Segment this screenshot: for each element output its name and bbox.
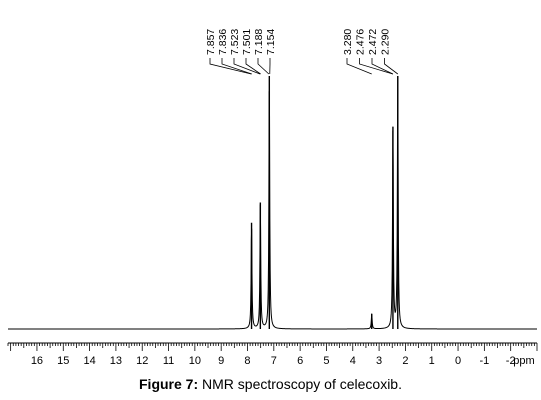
x-tick-label: -2 xyxy=(506,355,516,367)
x-tick-label: -1 xyxy=(479,355,489,367)
x-tick-label: 7 xyxy=(271,355,277,367)
caption-text: NMR spectroscopy of celecoxib. xyxy=(198,376,402,392)
x-tick-label: 14 xyxy=(83,355,95,367)
peak-label-connector xyxy=(384,58,399,75)
peak-label-connector xyxy=(346,58,372,75)
peak-label: 2.290 xyxy=(380,29,392,55)
x-tick-label: 13 xyxy=(110,355,122,367)
peak-label-connector xyxy=(371,58,394,75)
peak-label: 7.857 xyxy=(205,29,217,55)
x-tick-label: 12 xyxy=(136,355,148,367)
spectrum-line xyxy=(8,75,537,330)
x-tick-label: 2 xyxy=(402,355,408,367)
peak-label: 7.836 xyxy=(217,29,229,55)
x-tick-label: 5 xyxy=(323,355,329,367)
peak-label-connector xyxy=(359,58,393,75)
peak-label: 7.501 xyxy=(241,29,253,55)
figure-caption: Figure 7: NMR spectroscopy of celecoxib. xyxy=(0,376,541,392)
peak-label-connector xyxy=(209,58,252,75)
x-tick-label: 16 xyxy=(31,355,43,367)
peak-label-connector xyxy=(221,58,252,75)
x-tick-label: 1 xyxy=(429,355,435,367)
peak-label: 2.476 xyxy=(355,29,367,55)
spectrum-layer xyxy=(8,75,537,330)
x-tick-label: 0 xyxy=(455,355,461,367)
peak-label-connector xyxy=(245,58,261,75)
peak-label: 7.523 xyxy=(229,29,241,55)
peak-label: 3.280 xyxy=(342,29,354,55)
x-tick-label: 10 xyxy=(189,355,201,367)
peak-label-connector xyxy=(233,58,261,75)
x-tick-label: 4 xyxy=(350,355,356,367)
caption-label: Figure 7: xyxy=(139,376,199,392)
peak-label: 7.188 xyxy=(253,29,265,55)
x-tick-label: 6 xyxy=(297,355,303,367)
peak-label: 7.154 xyxy=(265,29,277,55)
x-axis-label: ppm xyxy=(513,355,534,367)
peak-label: 2.472 xyxy=(367,29,379,55)
x-tick-label: 8 xyxy=(244,355,250,367)
x-tick-label: 15 xyxy=(57,355,69,367)
x-tick-label: 11 xyxy=(163,355,174,367)
x-tick-label: 9 xyxy=(218,355,224,367)
peak-label-connector xyxy=(257,58,270,75)
peak-labels: 7.857 7.836 7.523 7.501 7.188 7.154 3.280 2.476… xyxy=(205,29,399,75)
x-tick-label: 3 xyxy=(376,355,382,367)
